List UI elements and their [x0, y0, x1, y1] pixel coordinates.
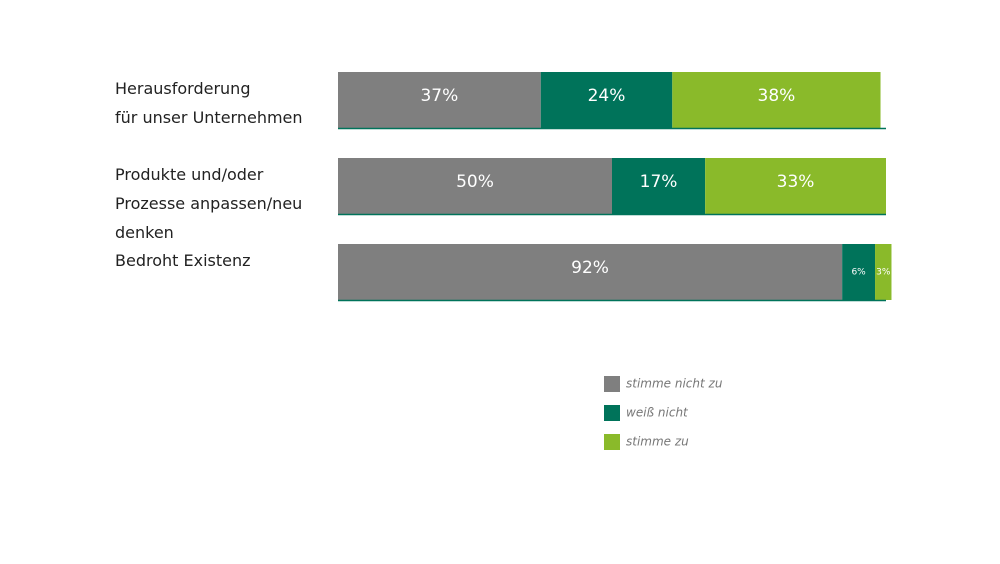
category-label: Bedroht Existenz	[115, 251, 251, 270]
value-label: 50%	[456, 172, 494, 192]
value-label: 92%	[571, 258, 609, 278]
bar-segment	[540, 72, 673, 128]
value-label: 38%	[758, 86, 796, 106]
legend-swatch	[604, 405, 620, 421]
legend-swatch	[604, 376, 620, 392]
value-label: 37%	[420, 86, 458, 106]
bar-segment	[338, 244, 843, 300]
legend-label: stimme nicht zu	[626, 377, 723, 391]
bar-segment	[705, 158, 886, 214]
value-label: 17%	[640, 172, 678, 192]
legend-label: stimme zu	[626, 435, 689, 449]
value-label: 33%	[777, 172, 815, 192]
bar-segment	[875, 244, 892, 300]
category-label: Herausforderung für unser Unternehmen	[115, 79, 303, 127]
bar-segment	[612, 158, 706, 214]
value-label: 3%	[876, 268, 891, 278]
value-label: 6%	[851, 268, 866, 278]
bar-segment	[338, 72, 541, 128]
value-label: 24%	[588, 86, 626, 106]
bar-segment	[338, 158, 612, 214]
bar-segment	[672, 72, 881, 128]
bar-segment	[842, 244, 876, 300]
legend-swatch	[604, 434, 620, 450]
category-label: Produkte und/oder Prozesse anpassen/neu …	[115, 165, 303, 242]
legend-label: weiß nicht	[626, 406, 689, 420]
